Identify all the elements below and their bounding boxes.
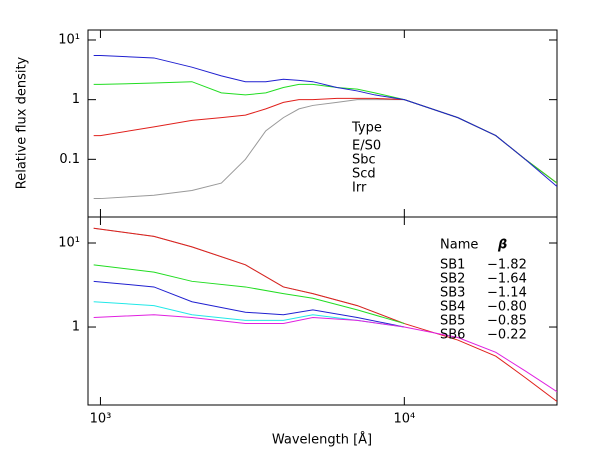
legend-beta: −0.22 <box>487 328 527 343</box>
series-group <box>93 227 557 402</box>
legend-beta: −1.64 <box>487 272 527 287</box>
spectrum-line <box>93 99 557 200</box>
spectrum-line <box>93 97 557 184</box>
legend-entry: SB4 <box>440 300 465 315</box>
legend-title: β <box>497 238 507 253</box>
legend-entry: Irr <box>352 181 367 196</box>
y-tick-label: 1 <box>72 320 80 335</box>
legend-beta: −0.85 <box>487 314 527 329</box>
plot-frame <box>87 29 558 218</box>
spectrum-line <box>93 227 557 402</box>
x-tick-label: 10³ <box>90 412 112 427</box>
legend-title: Name <box>440 238 478 253</box>
legend-title: Type <box>351 121 382 136</box>
legend-beta: −1.14 <box>487 286 527 301</box>
legend-entry: SB3 <box>440 286 465 301</box>
y-tick-label: 10¹ <box>58 32 80 47</box>
spectrum-line <box>93 81 557 184</box>
x-tick-label: 10⁴ <box>393 412 415 427</box>
legend-beta: −1.82 <box>487 258 527 273</box>
series-group <box>93 54 557 200</box>
legend-beta: −0.80 <box>487 300 527 315</box>
legend-entry: SB5 <box>440 314 465 329</box>
spectrum-line <box>93 280 405 328</box>
legend-entry: Scd <box>352 167 376 182</box>
spectrum-line <box>93 227 405 325</box>
legend-entry: Sbc <box>352 153 376 168</box>
legend-entry: SB6 <box>440 328 465 343</box>
plot-frame <box>87 216 558 406</box>
legend-entry: E/S0 <box>352 139 381 154</box>
y-tick-label: 10¹ <box>58 236 80 251</box>
y-tick-label: 0.1 <box>59 152 80 167</box>
y-tick-label: 1 <box>72 92 80 107</box>
spectrum-line <box>93 54 557 187</box>
x-axis-label: Wavelength [Å] <box>272 432 372 448</box>
y-axis-label: Relative flux density <box>15 56 30 189</box>
legend-entry: SB1 <box>440 258 465 273</box>
spectrum-line <box>93 264 405 325</box>
spectrum-line <box>93 314 557 393</box>
legend-entry: SB2 <box>440 272 465 287</box>
